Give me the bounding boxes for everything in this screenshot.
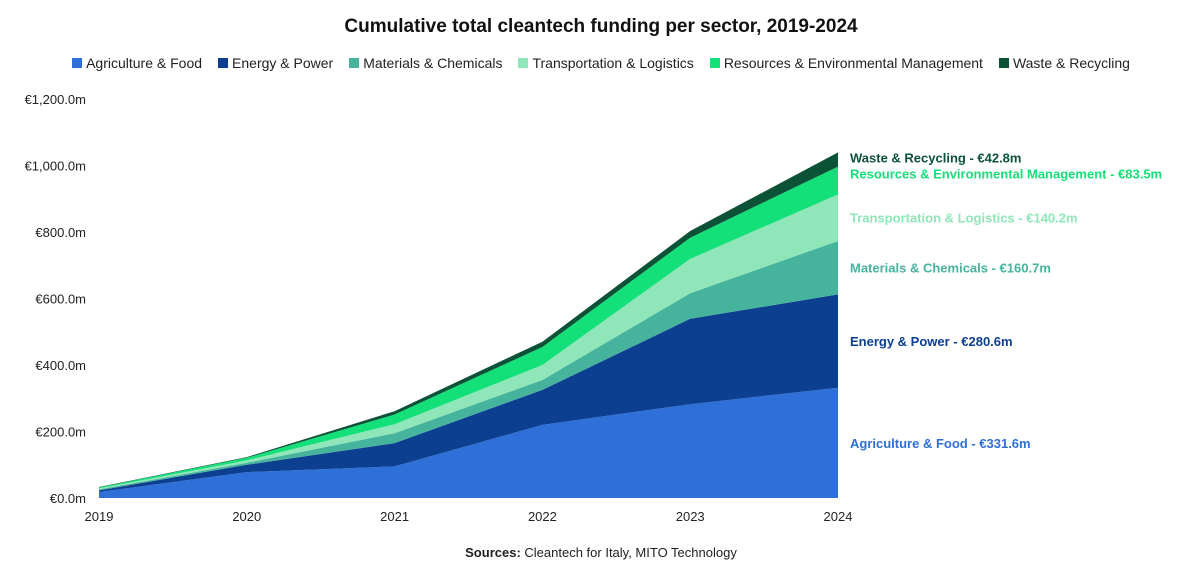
- x-tick-label: 2019: [85, 509, 114, 524]
- legend-swatch: [349, 58, 360, 68]
- y-tick-label: €1,000.0m: [25, 159, 86, 174]
- area-series: [99, 294, 838, 492]
- series-end-label: Transportation & Logistics - €140.2m: [850, 211, 1078, 226]
- legend-item: Waste & Recycling: [998, 55, 1130, 71]
- legend-item: Transportation & Logistics: [518, 55, 694, 71]
- x-tick-label: 2020: [232, 509, 261, 524]
- legend-label: Agriculture & Food: [86, 55, 203, 71]
- chart-title: Cumulative total cleantech funding per s…: [344, 16, 858, 37]
- x-tick-label: 2024: [824, 509, 853, 524]
- legend-label: Energy & Power: [232, 55, 334, 71]
- legend-label: Resources & Environmental Management: [723, 55, 983, 71]
- series-end-label: Resources & Environmental Management - €…: [850, 167, 1162, 182]
- y-tick-label: €600.0m: [35, 292, 86, 307]
- legend-swatch: [518, 58, 529, 68]
- series-end-label: Agriculture & Food - €331.6m: [850, 436, 1031, 451]
- y-tick-label: €800.0m: [35, 225, 86, 240]
- area-series: [99, 387, 838, 498]
- legend-label: Materials & Chemicals: [363, 55, 503, 71]
- series-end-label: Materials & Chemicals - €160.7m: [850, 261, 1051, 276]
- legend-swatch: [72, 58, 83, 68]
- source-text: Cleantech for Italy, MITO Technology: [520, 545, 737, 560]
- x-tick-label: 2022: [528, 509, 557, 524]
- y-tick-label: €400.0m: [35, 358, 86, 373]
- series-end-label: Energy & Power - €280.6m: [850, 334, 1013, 349]
- source-note: Sources: Cleantech for Italy, MITO Techn…: [0, 545, 1202, 560]
- legend: Agriculture & Food Energy & Power Material…: [0, 55, 1202, 71]
- legend-item: Materials & Chemicals: [349, 55, 502, 71]
- legend-item: Agriculture & Food: [72, 55, 202, 71]
- legend-label: Waste & Recycling: [1012, 55, 1130, 71]
- x-tick-label: 2023: [676, 509, 705, 524]
- legend-swatch: [218, 58, 229, 68]
- legend-item: Energy & Power: [218, 55, 333, 71]
- legend-swatch: [709, 58, 720, 68]
- y-tick-label: €200.0m: [35, 425, 86, 440]
- source-label: Sources:: [465, 545, 521, 560]
- legend-item: Resources & Environmental Management: [709, 55, 983, 71]
- x-tick-label: 2021: [380, 509, 409, 524]
- legend-swatch: [998, 58, 1009, 68]
- series-end-label: Waste & Recycling - €42.8m: [850, 150, 1021, 165]
- y-tick-label: €0.0m: [50, 491, 86, 506]
- y-tick-label: €1,200.0m: [25, 92, 86, 107]
- legend-label: Transportation & Logistics: [532, 55, 694, 71]
